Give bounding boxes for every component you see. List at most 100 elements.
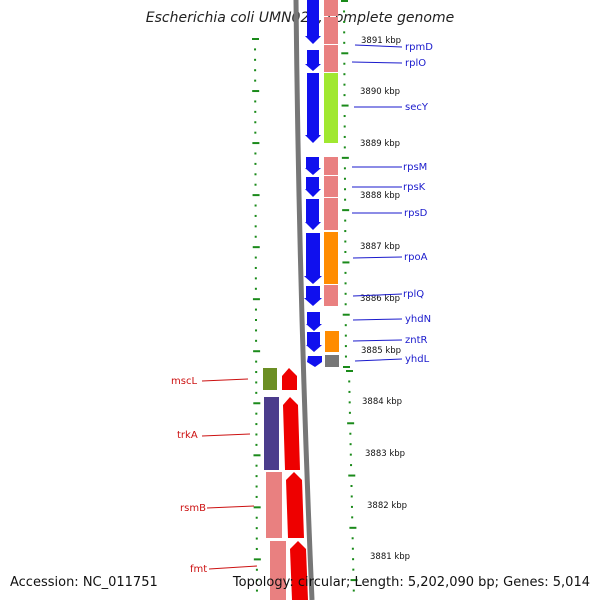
- ruler-tick: [344, 282, 347, 285]
- ruler-tick: [344, 219, 347, 222]
- ruler-tick: [343, 177, 346, 180]
- ruler-tick: [343, 73, 346, 76]
- ruler-tick: [255, 391, 258, 394]
- ruler-tick: [253, 402, 261, 405]
- lower-reverse-arrows: [282, 368, 308, 600]
- genome-backbone: [293, 0, 315, 600]
- ruler-tick: [343, 366, 350, 368]
- ruler-tick: [255, 568, 258, 571]
- ruler-tick: [344, 250, 347, 253]
- gene-arrow-rplQ: [304, 286, 322, 306]
- ruler-tick: [350, 505, 353, 508]
- gene-label-rpmD: rpmD: [405, 42, 433, 53]
- ruler-tick: [252, 246, 260, 249]
- lower-gene-leaders: [201, 378, 258, 570]
- ruler-tick: [351, 547, 354, 550]
- ruler-tick: [350, 579, 358, 582]
- ruler-tick: [348, 380, 351, 383]
- ruler-tick: [350, 485, 353, 487]
- gene-arrow-rplO: [305, 50, 321, 71]
- ruler-tick: [255, 381, 258, 384]
- ruler-tick: [348, 474, 356, 477]
- ruler-tick: [344, 240, 347, 243]
- ruler-tick: [344, 303, 347, 306]
- ruler-tick: [343, 62, 346, 65]
- gene-arrow-secY: [305, 73, 321, 143]
- gene-label-fmt: fmt: [190, 564, 207, 575]
- ruler-tick: [254, 256, 257, 259]
- ruler-tick: [348, 390, 351, 393]
- ruler-tick: [342, 313, 350, 316]
- ruler-tick: [252, 194, 260, 197]
- ruler-tick: [348, 411, 351, 414]
- ruler-tick: [341, 104, 349, 107]
- ruler-tick: [255, 475, 258, 478]
- ruler-tick: [341, 52, 349, 55]
- ruler-tick: [343, 10, 346, 13]
- gene-arrow-mscL: [282, 368, 297, 390]
- ruler-tick: [255, 495, 258, 498]
- gene-label-yhdN: yhdN: [405, 314, 431, 325]
- ruler-tick: [352, 589, 355, 592]
- ruler-tick: [348, 401, 351, 404]
- gene-arrow-zntR: [306, 332, 322, 352]
- scale-labels: 3891 kbp 3890 kbp 3889 kbp 3888 kbp 3887…: [360, 36, 410, 562]
- ruler-tick: [343, 83, 346, 86]
- ruler-tick: [254, 152, 257, 155]
- gene-arrow-rsmB: [286, 472, 304, 538]
- tick-ruler-left: [252, 38, 261, 592]
- accession-text: Accession: NC_011751: [10, 575, 158, 590]
- ruler-tick: [255, 423, 258, 426]
- ruler-tick: [254, 162, 257, 165]
- ruler-tick: [254, 287, 257, 290]
- ruler-tick: [254, 308, 257, 311]
- gene-arrow-rpmD: [305, 0, 321, 44]
- ruler-tick: [343, 31, 346, 34]
- ruler-tick: [255, 412, 258, 415]
- ruler-tick: [346, 370, 353, 372]
- ruler-tick: [254, 69, 257, 72]
- ruler-tick: [255, 589, 258, 592]
- ruler-tick: [255, 329, 258, 332]
- ruler-tick: [255, 360, 258, 363]
- ruler-tick: [255, 516, 258, 519]
- ruler-tick: [343, 167, 346, 170]
- gene-label-rpsK: rpsK: [403, 182, 426, 193]
- scale-label: 3889 kbp: [360, 139, 400, 149]
- ruler-tick: [255, 579, 258, 582]
- ruler-tick: [255, 547, 258, 550]
- ruler-tick: [254, 214, 257, 217]
- gene-label-zntR: zntR: [405, 335, 428, 346]
- ruler-tick: [252, 142, 260, 145]
- ruler-tick: [341, 0, 348, 2]
- scale-label: 3886 kbp: [360, 294, 400, 304]
- ruler-tick: [255, 443, 258, 446]
- ruler-tick: [350, 464, 353, 467]
- ruler-tick: [254, 121, 257, 124]
- lower-gene-labels: mscL trkA rsmB fmt: [171, 376, 207, 575]
- ruler-tick: [253, 454, 261, 457]
- gene-label-rplQ: rplQ: [403, 289, 424, 300]
- ruler-tick: [255, 537, 258, 540]
- scale-label: 3891 kbp: [361, 36, 401, 46]
- ruler-tick: [255, 464, 258, 467]
- gene-arrow-yhdN: [306, 312, 322, 331]
- ruler-tick: [343, 20, 346, 23]
- scale-label: 3885 kbp: [361, 346, 401, 356]
- gene-label-yhdL: yhdL: [405, 354, 430, 365]
- gene-label-rpsM: rpsM: [403, 162, 427, 173]
- ruler-tick: [253, 558, 261, 561]
- gene-arrow-rpsK: [305, 177, 321, 197]
- ruler-tick: [254, 79, 257, 82]
- ruler-tick: [254, 225, 257, 228]
- scale-label: 3882 kbp: [367, 501, 407, 511]
- upper-category-bars: [324, 0, 339, 367]
- gene-label-mscL: mscL: [171, 376, 197, 387]
- scale-label: 3887 kbp: [360, 242, 400, 252]
- scale-label: 3884 kbp: [362, 397, 402, 407]
- ruler-tick: [342, 209, 350, 212]
- upper-gene-leaders: [351, 44, 403, 362]
- gene-label-trkA: trkA: [177, 430, 198, 441]
- ruler-tick: [344, 334, 347, 337]
